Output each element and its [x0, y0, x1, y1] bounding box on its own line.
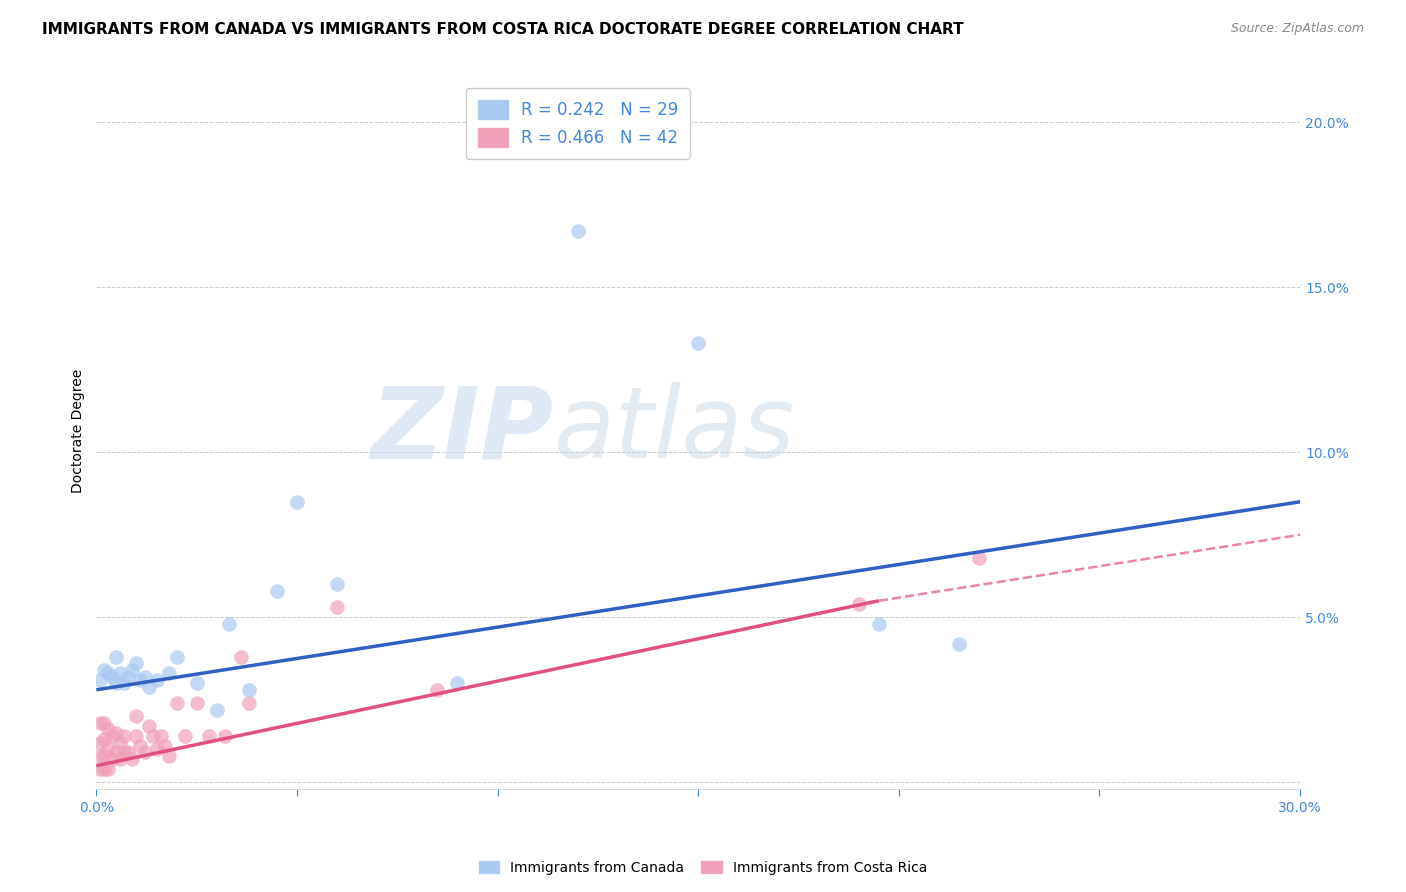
Point	[157, 666, 180, 681]
Point	[145, 673, 167, 687]
Point	[326, 577, 349, 591]
Point	[205, 703, 228, 717]
Point	[173, 729, 195, 743]
Point	[114, 729, 136, 743]
Point	[89, 673, 111, 687]
Point	[125, 657, 148, 671]
Point	[848, 597, 870, 611]
Point	[97, 762, 120, 776]
Point	[567, 224, 589, 238]
Point	[186, 676, 208, 690]
Point	[285, 495, 308, 509]
Point	[105, 725, 128, 739]
Point	[157, 748, 180, 763]
Point	[125, 729, 148, 743]
Point	[89, 748, 111, 763]
Point	[948, 637, 970, 651]
Point	[121, 663, 143, 677]
Point	[166, 649, 188, 664]
Point	[868, 616, 890, 631]
Point	[134, 670, 156, 684]
Point	[166, 696, 188, 710]
Text: IMMIGRANTS FROM CANADA VS IMMIGRANTS FROM COSTA RICA DOCTORATE DEGREE CORRELATIO: IMMIGRANTS FROM CANADA VS IMMIGRANTS FRO…	[42, 22, 963, 37]
Point	[153, 739, 176, 753]
Point	[138, 680, 160, 694]
Point	[97, 723, 120, 737]
Point	[89, 762, 111, 776]
Point	[117, 746, 139, 760]
Point	[186, 696, 208, 710]
Point	[93, 732, 115, 747]
Point	[138, 719, 160, 733]
Point	[117, 670, 139, 684]
Point	[93, 748, 115, 763]
Point	[266, 583, 288, 598]
Point	[149, 729, 172, 743]
Point	[134, 746, 156, 760]
Point	[229, 649, 252, 664]
Legend: Immigrants from Canada, Immigrants from Costa Rica: Immigrants from Canada, Immigrants from …	[472, 855, 934, 880]
Point	[145, 742, 167, 756]
Point	[114, 676, 136, 690]
Point	[101, 729, 124, 743]
Point	[141, 729, 163, 743]
Point	[326, 600, 349, 615]
Point	[97, 742, 120, 756]
Legend: R = 0.242   N = 29, R = 0.466   N = 42: R = 0.242 N = 29, R = 0.466 N = 42	[465, 88, 690, 159]
Point	[105, 746, 128, 760]
Point	[110, 666, 132, 681]
Point	[89, 715, 111, 730]
Point	[101, 670, 124, 684]
Point	[105, 649, 128, 664]
Point	[121, 752, 143, 766]
Point	[238, 682, 260, 697]
Point	[110, 735, 132, 749]
Text: Source: ZipAtlas.com: Source: ZipAtlas.com	[1230, 22, 1364, 36]
Text: ZIP: ZIP	[371, 383, 554, 479]
Point	[101, 752, 124, 766]
Point	[89, 735, 111, 749]
Point	[218, 616, 240, 631]
Point	[93, 715, 115, 730]
Y-axis label: Doctorate Degree: Doctorate Degree	[72, 368, 86, 493]
Text: atlas: atlas	[554, 383, 796, 479]
Point	[129, 673, 152, 687]
Point	[105, 676, 128, 690]
Point	[214, 729, 236, 743]
Point	[688, 336, 710, 351]
Point	[93, 663, 115, 677]
Point	[93, 762, 115, 776]
Point	[110, 752, 132, 766]
Point	[238, 696, 260, 710]
Point	[114, 746, 136, 760]
Point	[426, 682, 449, 697]
Point	[125, 709, 148, 723]
Point	[129, 739, 152, 753]
Point	[967, 550, 990, 565]
Point	[197, 729, 219, 743]
Point	[446, 676, 468, 690]
Point	[97, 666, 120, 681]
